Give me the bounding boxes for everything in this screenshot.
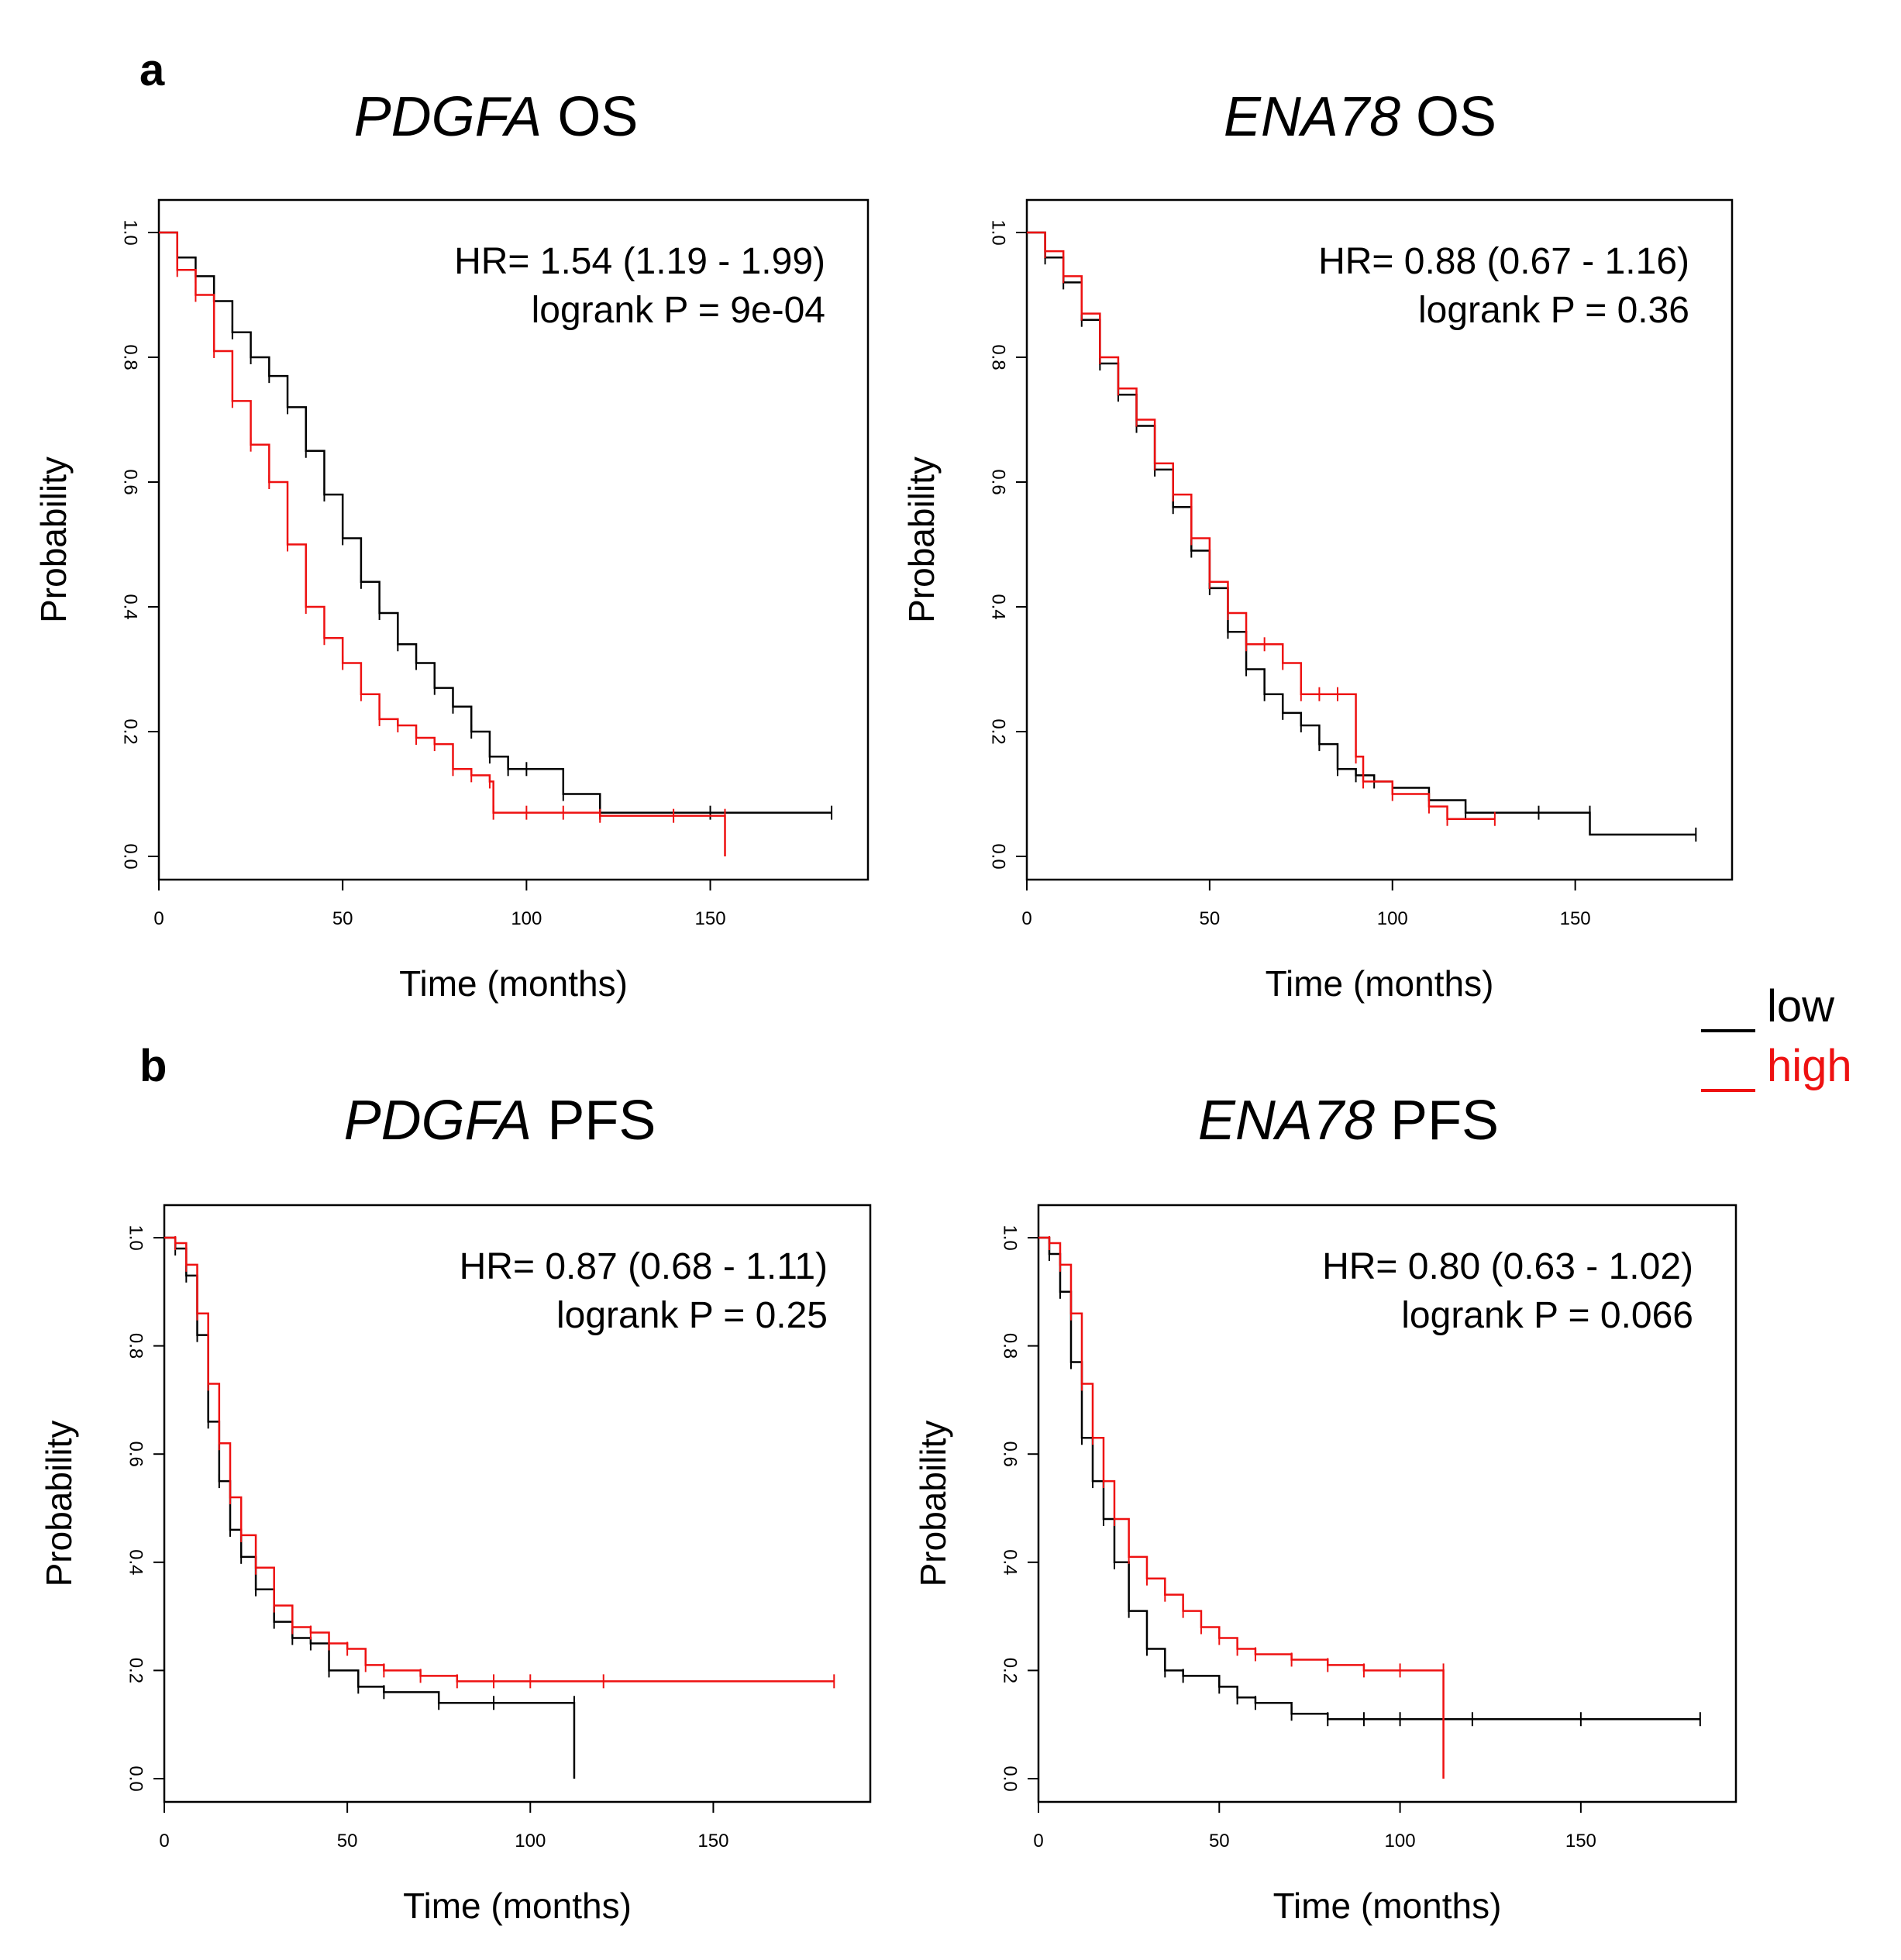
chart-title-gene: PDGFA: [354, 86, 542, 148]
y-tick-label: 0.8: [1000, 1333, 1021, 1359]
x-tick-label: 0: [159, 1831, 169, 1851]
y-tick-label: 0.6: [120, 469, 141, 494]
y-tick-label: 0.4: [988, 594, 1009, 619]
km-panel-ena78-os: ENA78 OS 0.0 0.2 0.4 0.6 0.8 1.0 0 50 100 150 Time …: [901, 86, 1734, 1004]
y-tick-label: 0.0: [1000, 1765, 1021, 1791]
y-axis-label: Probability: [33, 456, 74, 623]
km-panel-ena78-pfs: ENA78 PFS 0.0 0.2 0.4 0.6 0.8 1.0 0 50 100 150 Time…: [913, 1090, 1737, 1926]
y-axis-label: Probability: [901, 456, 942, 623]
legend-label-high: high: [1767, 1041, 1852, 1091]
panel-letter-b: b: [139, 1041, 167, 1091]
x-tick-label: 50: [332, 908, 353, 929]
plot-frame: [1025, 198, 1734, 881]
y-tick-label: 0.6: [126, 1442, 146, 1467]
y-tick-label: 0.8: [988, 344, 1009, 370]
hazard-ratio-text: HR= 0.80 (0.63 - 1.02): [1322, 1246, 1693, 1287]
series-high: [164, 1235, 835, 1689]
plot-frame: [157, 198, 870, 881]
y-axis-label: Probability: [913, 1421, 953, 1587]
chart-title-gene: ENA78: [1198, 1090, 1375, 1152]
chart-title-suffix: OS: [542, 86, 638, 148]
x-tick-label: 100: [511, 908, 542, 929]
x-tick-label: 100: [1377, 908, 1408, 929]
chart-title-pdgfa-pfs: PDGFA PFS: [344, 1090, 656, 1152]
y-tick-label: 0.0: [988, 843, 1009, 869]
y-tick-label: 0.0: [126, 1765, 146, 1791]
logrank-p-text: logrank P = 0.36: [1418, 290, 1689, 331]
x-tick-label: 50: [337, 1831, 358, 1851]
panel-letter-a: a: [139, 45, 165, 95]
series-high: [1038, 1235, 1445, 1779]
km-panel-pdgfa-os: PDGFA OS 0.0 0.2 0.4 0.6 0.8 1.0 0 50 100 150 Time …: [33, 86, 870, 1004]
km-panel-pdgfa-pfs: PDGFA PFS 0.0 0.2 0.4 0.6 0.8 1.0 0 50 100 150 Time…: [39, 1090, 872, 1926]
y-tick-label: 0.6: [988, 469, 1009, 494]
series-high: [159, 231, 726, 856]
y-tick-label: 0.4: [1000, 1549, 1021, 1575]
km-curve-low: [164, 1236, 576, 1779]
chart-title-suffix: OS: [1400, 86, 1496, 148]
y-tick-label: 0.2: [1000, 1658, 1021, 1683]
y-tick-label: 0.4: [126, 1549, 146, 1575]
x-tick-label: 50: [1200, 908, 1221, 929]
chart-title-suffix: PFS: [1375, 1090, 1499, 1152]
x-tick-label: 100: [515, 1831, 546, 1851]
series-high: [1027, 231, 1496, 826]
x-tick-label: 100: [1385, 1831, 1416, 1851]
x-tick-label: 150: [695, 908, 726, 929]
x-tick-label: 150: [1565, 1831, 1596, 1851]
y-tick-label: 1.0: [120, 219, 141, 245]
legend-label-low: low: [1767, 981, 1835, 1032]
y-tick-label: 1.0: [126, 1225, 146, 1250]
y-tick-label: 0.2: [120, 718, 141, 744]
series-low: [164, 1236, 576, 1779]
logrank-p-text: logrank P = 9e-04: [532, 290, 825, 331]
x-axis-label: Time (months): [399, 963, 628, 1004]
x-tick-label: 150: [1560, 908, 1591, 929]
legend: low high: [1701, 981, 1852, 1092]
y-tick-label: 0.6: [1000, 1442, 1021, 1467]
x-tick-label: 0: [1021, 908, 1031, 929]
chart-title-pdgfa-os: PDGFA OS: [354, 86, 639, 148]
y-axis-label: Probability: [39, 1421, 79, 1587]
x-tick-label: 150: [697, 1831, 728, 1851]
y-tick-label: 1.0: [988, 219, 1009, 245]
hazard-ratio-text: HR= 1.54 (1.19 - 1.99): [454, 241, 825, 282]
y-tick-label: 0.4: [120, 594, 141, 619]
y-tick-label: 1.0: [1000, 1225, 1021, 1250]
y-tick-label: 0.0: [120, 843, 141, 869]
plot-frame: [1037, 1204, 1737, 1803]
chart-title-ena78-pfs: ENA78 PFS: [1198, 1090, 1499, 1152]
chart-title-gene: PDGFA: [344, 1090, 532, 1152]
y-tick-label: 0.8: [126, 1333, 146, 1359]
y-tick-label: 0.2: [988, 718, 1009, 744]
logrank-p-text: logrank P = 0.25: [556, 1295, 828, 1336]
hazard-ratio-text: HR= 0.88 (0.67 - 1.16): [1318, 241, 1689, 282]
x-axis-label: Time (months): [403, 1886, 632, 1926]
x-tick-label: 0: [153, 908, 164, 929]
km-curve-low: [1038, 1236, 1700, 1721]
chart-title-gene: ENA78: [1224, 86, 1400, 148]
chart-title-suffix: PFS: [532, 1090, 656, 1152]
x-tick-label: 50: [1209, 1831, 1230, 1851]
x-axis-label: Time (months): [1266, 963, 1494, 1004]
km-curve-high: [1038, 1236, 1445, 1779]
chart-title-ena78-os: ENA78 OS: [1224, 86, 1496, 148]
logrank-p-text: logrank P = 0.066: [1401, 1295, 1693, 1336]
km-curve-high: [159, 231, 726, 856]
x-axis-label: Time (months): [1273, 1886, 1502, 1926]
plot-frame: [163, 1204, 872, 1803]
hazard-ratio-text: HR= 0.87 (0.68 - 1.11): [460, 1246, 828, 1287]
series-low: [159, 231, 833, 820]
y-tick-label: 0.2: [126, 1658, 146, 1683]
y-tick-label: 0.8: [120, 344, 141, 370]
x-tick-label: 0: [1033, 1831, 1043, 1851]
